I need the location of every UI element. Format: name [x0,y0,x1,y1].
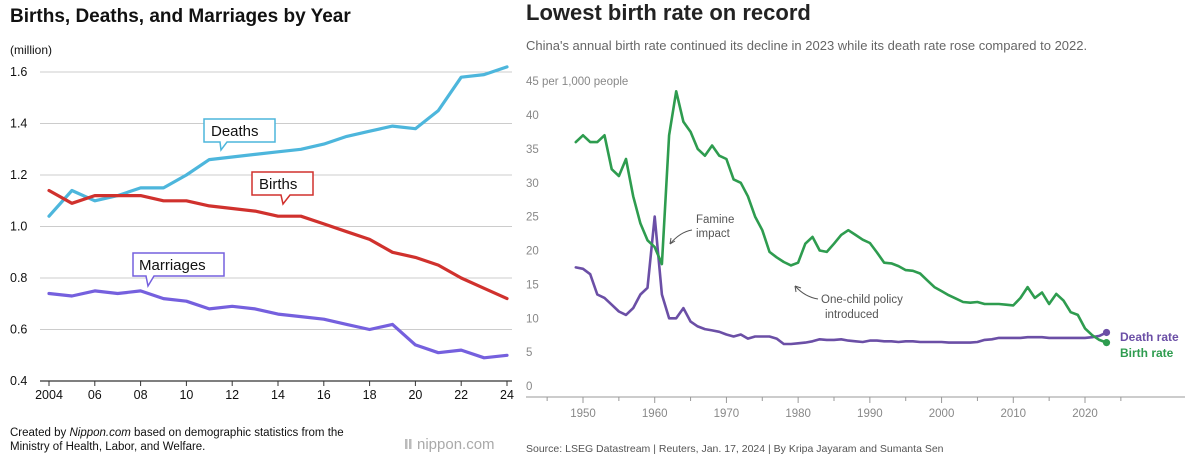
right-chart: Lowest birth rate on record China's annu… [520,0,1193,461]
famine-annotation-arrow [669,229,693,245]
right-y-tick-label: 20 [526,246,539,258]
famine-annotation-line1: Famine [696,214,734,226]
left-y-tick-label: 0.6 [10,323,27,337]
right-x-tick-label: 2000 [929,408,955,420]
left-chart-note-line1: Created by Nippon.com based on demograph… [10,427,344,439]
left-y-tick-label: 0.8 [10,271,27,285]
left-chart-note-line2: Ministry of Health, Labor, and Welfare. [10,441,205,453]
policy-annotation-line2: introduced [825,309,879,321]
left-x-tick-label: 18 [363,388,377,402]
right-chart-y-unit-label: 45 per 1,000 people [526,76,628,88]
left-chart-svg: Births, Deaths, and Marriages by Year (m… [10,6,514,453]
deaths-series-line [47,65,509,218]
births-series-line [47,188,509,301]
left-x-tick-label: 24 [500,388,514,402]
left-chart-unit-label: (million) [10,43,52,57]
left-x-tick-label: 08 [134,388,148,402]
left-x-tick-label: 22 [454,388,468,402]
right-y-tick-label: 15 [526,279,539,291]
policy-annotation-line1: One-child policy [821,294,903,306]
birth-rate-legend: Birth rate [1120,346,1174,360]
left-y-tick-label: 1.6 [10,65,27,79]
nippon-logo: nippon.com [405,436,495,453]
right-chart-series [574,90,1111,347]
famine-annotation: Famine impact [669,214,734,245]
left-chart-series [47,65,509,360]
births-callout: Births [251,171,314,206]
deaths-callout-label: Deaths [211,123,259,140]
left-x-tick-label: 16 [317,388,331,402]
deaths-callout: Deaths [203,118,276,152]
death-rate-end-marker [1102,328,1111,337]
left-y-tick-label: 1.2 [10,168,27,182]
right-x-tick-label: 1950 [570,408,596,420]
left-chart-x-ticks: 2004 06 08 10 12 14 16 18 20 22 24 [35,381,514,402]
marriages-callout: Marriages [132,252,225,289]
left-y-tick-label: 0.4 [10,374,27,388]
marriages-series-line [47,289,509,360]
right-y-tick-label: 30 [526,178,539,190]
left-x-tick-label: 06 [88,388,102,402]
right-x-tick-label: 1990 [857,408,883,420]
right-chart-x-ticks: 1950 1960 1970 1980 1990 2000 2010 2020 [526,396,1185,420]
death-rate-legend: Death rate [1120,330,1179,344]
left-y-tick-label: 1.0 [10,220,27,234]
birth-rate-end-marker [1102,339,1111,347]
right-y-tick-label: 0 [526,381,532,393]
policy-annotation-arrow [794,285,819,300]
right-x-tick-label: 1980 [785,408,811,420]
right-y-tick-label: 25 [526,212,539,224]
policy-annotation: One-child policy introduced [794,285,903,321]
right-x-tick-label: 2020 [1072,408,1098,420]
left-x-tick-label: 20 [408,388,422,402]
left-chart: Births, Deaths, and Marriages by Year (m… [0,0,520,461]
left-chart-y-ticks: 0.4 0.6 0.8 1.0 1.2 1.4 1.6 [10,65,27,388]
nippon-logo-text: nippon.com [417,436,495,453]
right-chart-title: Lowest birth rate on record [526,0,811,25]
right-y-tick-label: 35 [526,144,539,156]
policy-arrow-head [794,285,802,293]
death-rate-series-line [574,215,1108,346]
left-chart-title: Births, Deaths, and Marriages by Year [10,6,351,27]
famine-annotation-line2: impact [696,228,731,240]
left-x-tick-label: 2004 [35,388,63,402]
left-y-tick-label: 1.4 [10,117,27,131]
left-x-tick-label: 14 [271,388,285,402]
births-callout-label: Births [259,176,297,193]
right-chart-svg: Lowest birth rate on record China's annu… [526,0,1185,455]
right-y-tick-label: 5 [526,347,532,359]
right-x-tick-label: 1970 [714,408,740,420]
left-chart-grid [40,71,512,382]
right-chart-subtitle: China's annual birth rate continued its … [526,38,1087,53]
right-x-tick-label: 1960 [642,408,668,420]
right-chart-y-ticks: 0 5 10 15 20 25 30 35 40 [526,110,539,393]
marriages-callout-label: Marriages [139,257,206,274]
right-chart-source: Source: LSEG Datastream | Reuters, Jan. … [526,443,944,455]
birth-rate-series-line [574,90,1108,344]
famine-arrow-head [669,237,676,245]
right-y-tick-label: 40 [526,110,539,122]
right-y-tick-label: 10 [526,313,539,325]
left-x-tick-label: 10 [179,388,193,402]
left-x-tick-label: 12 [225,388,239,402]
right-x-tick-label: 2010 [1000,408,1026,420]
